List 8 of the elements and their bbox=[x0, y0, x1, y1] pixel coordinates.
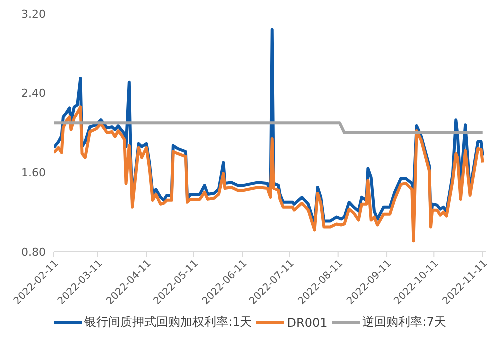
legend-label: 银行间质押式回购加权利率:1天 bbox=[84, 314, 252, 331]
y-tick-label: 1.60 bbox=[22, 166, 46, 180]
legend-label: DR001 bbox=[287, 316, 328, 330]
y-tick-label: 3.20 bbox=[22, 8, 46, 21]
line-series bbox=[54, 106, 484, 243]
y-tick-label: 2.40 bbox=[22, 87, 46, 100]
legend-label: 逆回购利率:7天 bbox=[362, 314, 446, 331]
y-tick-label: 0.80 bbox=[22, 246, 46, 259]
